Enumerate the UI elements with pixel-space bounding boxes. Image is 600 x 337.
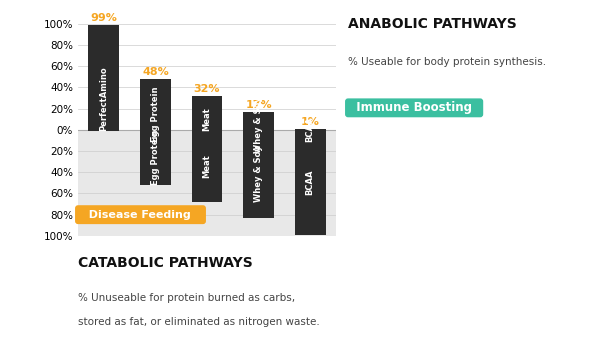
Bar <box>295 129 326 130</box>
Bar <box>78 24 336 130</box>
Bar <box>88 25 119 130</box>
Bar <box>191 130 223 202</box>
Text: % Useable for body protein synthesis.: % Useable for body protein synthesis. <box>348 57 546 67</box>
Text: 1%: 1% <box>301 117 320 127</box>
Text: Immune Boosting: Immune Boosting <box>348 101 480 114</box>
Text: ANABOLIC PATHWAYS: ANABOLIC PATHWAYS <box>348 17 517 31</box>
Bar <box>78 130 336 236</box>
Text: Disease Feeding: Disease Feeding <box>78 208 203 221</box>
Text: 99%: 99% <box>91 12 117 23</box>
Text: % Unuseable for protein burned as carbs,: % Unuseable for protein burned as carbs, <box>78 293 295 303</box>
Text: PerfectAmino: PerfectAmino <box>100 66 109 130</box>
Text: BCAA: BCAA <box>306 117 315 142</box>
Bar <box>295 130 326 235</box>
Text: Whey & Soy: Whey & Soy <box>254 146 263 202</box>
Bar <box>140 130 171 185</box>
Text: 17%: 17% <box>245 99 272 110</box>
Bar <box>191 96 223 130</box>
Text: Meat: Meat <box>203 154 212 178</box>
Text: Egg Protein: Egg Protein <box>151 87 160 142</box>
Text: Disease Feeding: Disease Feeding <box>80 210 198 220</box>
Text: stored as fat, or eliminated as nitrogen waste.: stored as fat, or eliminated as nitrogen… <box>78 317 320 327</box>
Text: BCAA: BCAA <box>306 170 315 195</box>
Text: Egg Protein: Egg Protein <box>151 130 160 185</box>
Text: Whey & Soy: Whey & Soy <box>254 96 263 153</box>
Text: 48%: 48% <box>142 67 169 76</box>
Bar <box>140 79 171 130</box>
Text: Meat: Meat <box>203 108 212 131</box>
Text: 32%: 32% <box>194 84 220 94</box>
Text: CATABOLIC PATHWAYS: CATABOLIC PATHWAYS <box>78 256 253 270</box>
Bar <box>243 112 274 130</box>
Bar <box>88 130 119 131</box>
Bar <box>243 130 274 218</box>
